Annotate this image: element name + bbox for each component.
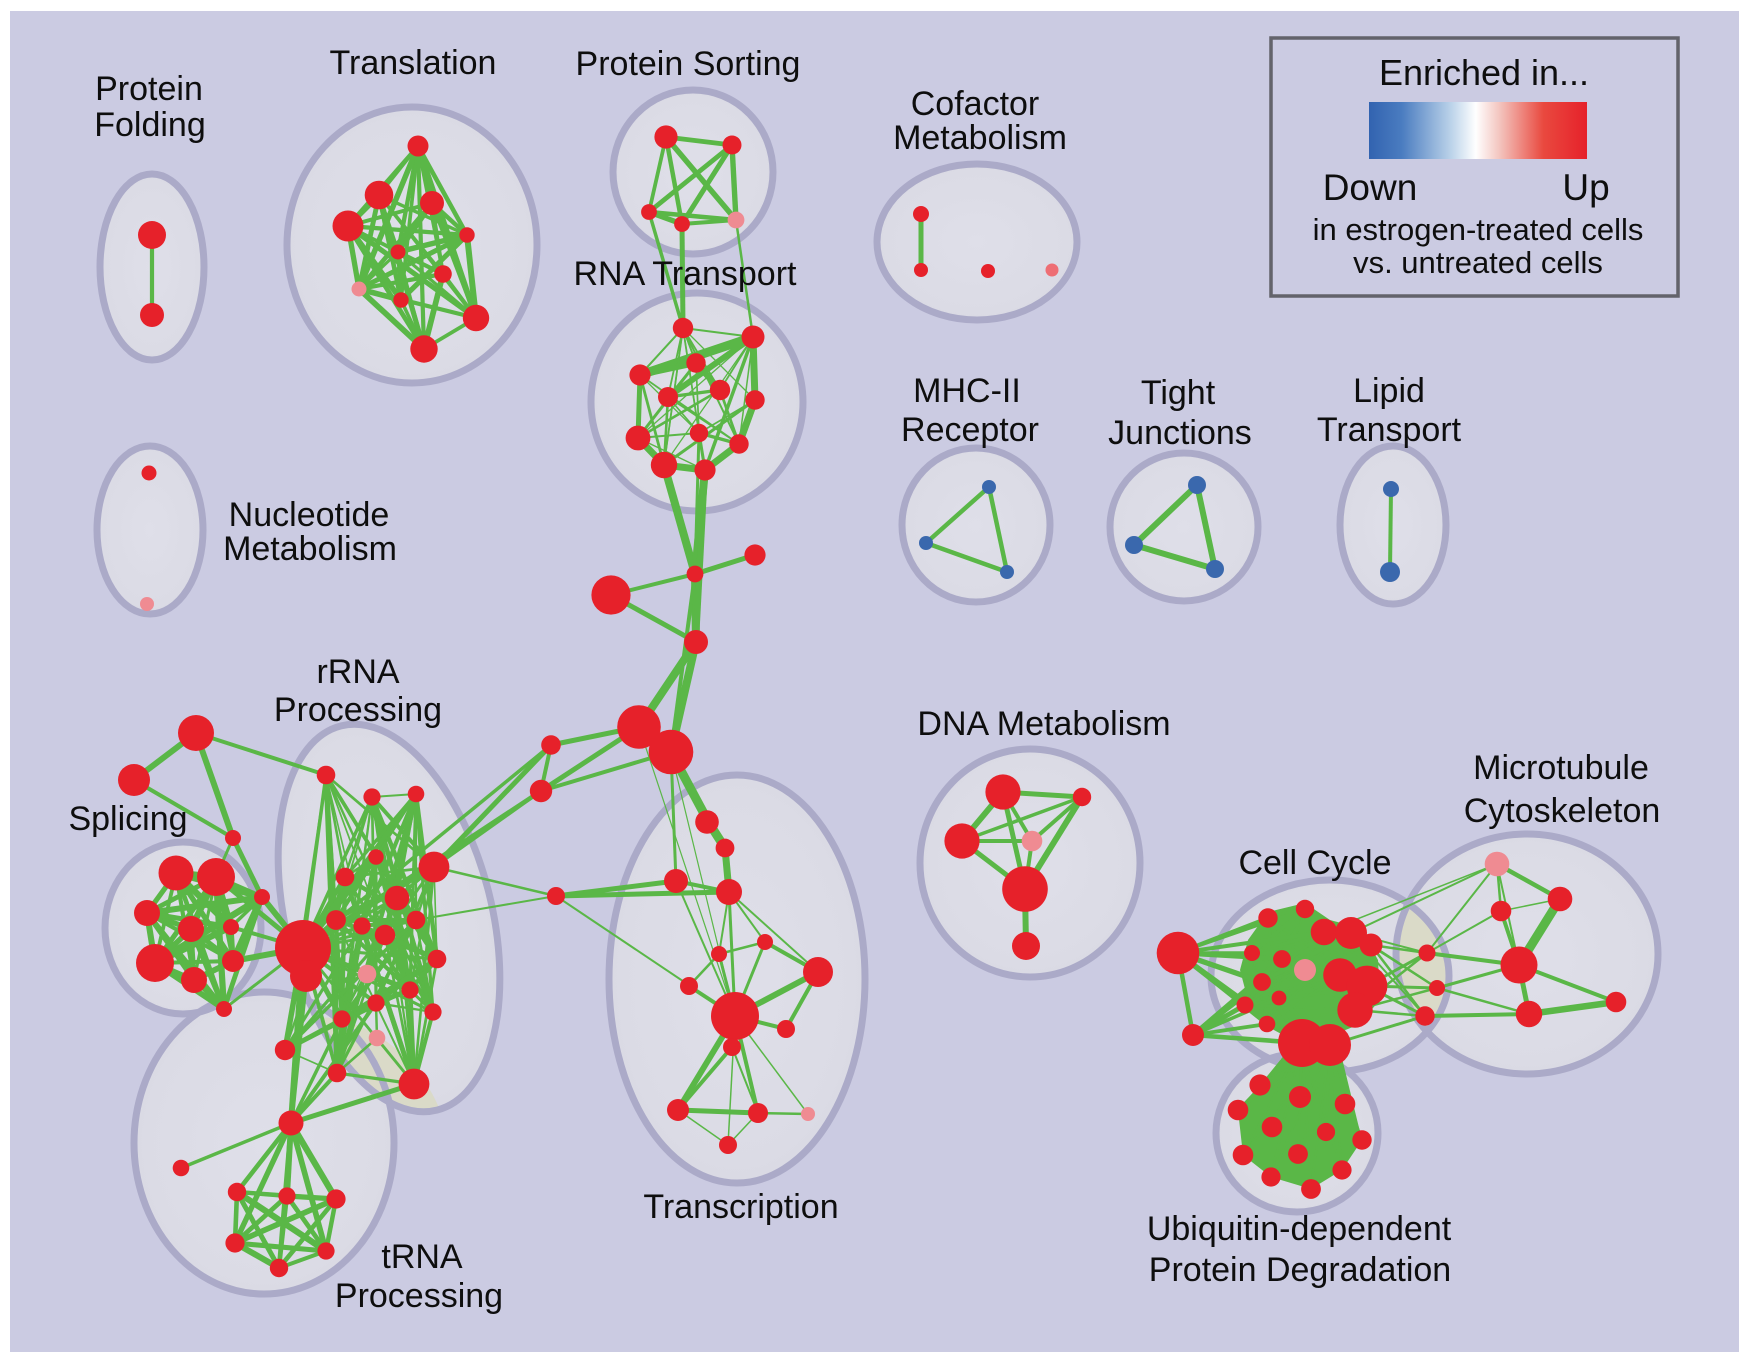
- svg-text:Microtubule: Microtubule: [1473, 749, 1649, 787]
- svg-text:Cell Cycle: Cell Cycle: [1238, 844, 1391, 882]
- svg-text:Tight: Tight: [1141, 374, 1216, 412]
- svg-text:Enriched in...: Enriched in...: [1379, 52, 1589, 93]
- svg-text:Ubiquitin-dependent: Ubiquitin-dependent: [1147, 1210, 1452, 1248]
- svg-text:Junctions: Junctions: [1108, 414, 1252, 452]
- svg-text:Processing: Processing: [274, 691, 442, 729]
- svg-text:DNA Metabolism: DNA Metabolism: [917, 705, 1170, 743]
- svg-text:Metabolism: Metabolism: [893, 119, 1067, 157]
- svg-text:RNA Transport: RNA Transport: [574, 255, 798, 293]
- svg-text:Protein Degradation: Protein Degradation: [1149, 1251, 1451, 1289]
- svg-text:Folding: Folding: [94, 106, 206, 144]
- svg-text:Transport: Transport: [1317, 411, 1462, 449]
- svg-text:vs. untreated cells: vs. untreated cells: [1353, 245, 1603, 280]
- svg-text:Cofactor: Cofactor: [911, 85, 1040, 123]
- svg-text:Receptor: Receptor: [901, 411, 1039, 449]
- svg-text:Up: Up: [1562, 167, 1609, 208]
- svg-text:in estrogen-treated cells: in estrogen-treated cells: [1313, 212, 1644, 247]
- svg-text:Protein: Protein: [95, 70, 203, 108]
- svg-text:Protein Sorting: Protein Sorting: [576, 45, 801, 83]
- svg-text:tRNA: tRNA: [381, 1238, 463, 1276]
- svg-text:Nucleotide: Nucleotide: [229, 496, 390, 534]
- svg-text:rRNA: rRNA: [316, 653, 399, 691]
- svg-text:Splicing: Splicing: [68, 800, 187, 838]
- svg-text:Transcription: Transcription: [643, 1188, 838, 1226]
- svg-text:Translation: Translation: [330, 44, 497, 82]
- svg-text:Lipid: Lipid: [1353, 372, 1425, 410]
- svg-text:Down: Down: [1323, 167, 1418, 208]
- svg-text:Processing: Processing: [335, 1277, 503, 1315]
- svg-text:Cytoskeleton: Cytoskeleton: [1464, 792, 1661, 830]
- svg-text:Metabolism: Metabolism: [223, 530, 397, 568]
- svg-text:MHC-II: MHC-II: [913, 372, 1021, 410]
